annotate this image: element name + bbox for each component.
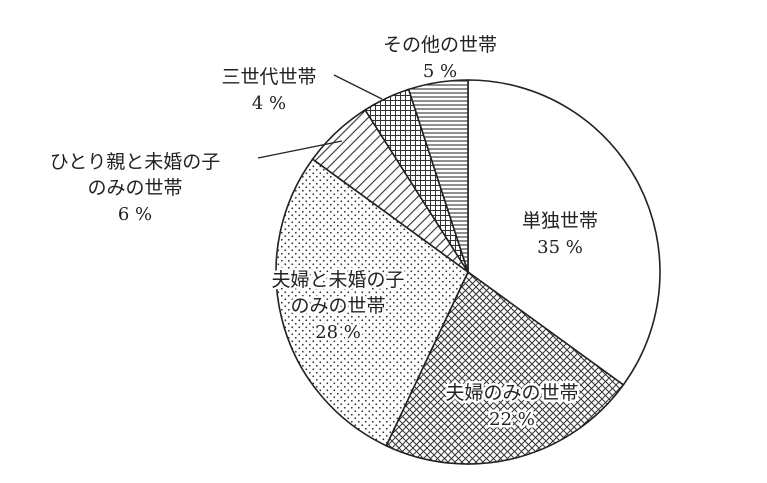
- slice-value-0: 35 %: [537, 237, 583, 258]
- slice-label-1-line-0: 夫婦のみの世帯: [445, 382, 578, 404]
- slice-value-4: 4 %: [252, 93, 286, 114]
- slice-value-5: 5 %: [423, 61, 457, 82]
- slice-label-5-line-0: その他の世帯: [383, 34, 497, 56]
- pie-slice-2: [275, 158, 470, 447]
- pie-slice-0: [467, 79, 661, 386]
- slice-label-2-line-0: 夫婦と未婚の子: [271, 269, 404, 291]
- slice-label-3-line-0: ひとり親と未婚の子: [50, 151, 220, 173]
- slice-label-3-line-1: のみの世帯: [87, 177, 182, 199]
- slice-label-4-line-0: 三世代世帯: [221, 66, 316, 88]
- slice-label-2-line-1: のみの世帯: [290, 295, 385, 317]
- slice-value-1: 22 %: [489, 409, 535, 430]
- slice-value-3: 6 %: [118, 204, 152, 225]
- slice-value-2: 28 %: [315, 322, 361, 343]
- slice-label-0-line-0: 単独世帯: [522, 210, 598, 232]
- leader-line-3: [257, 140, 343, 159]
- leader-line-4: [333, 74, 383, 100]
- pie-slice-5: [407, 79, 469, 273]
